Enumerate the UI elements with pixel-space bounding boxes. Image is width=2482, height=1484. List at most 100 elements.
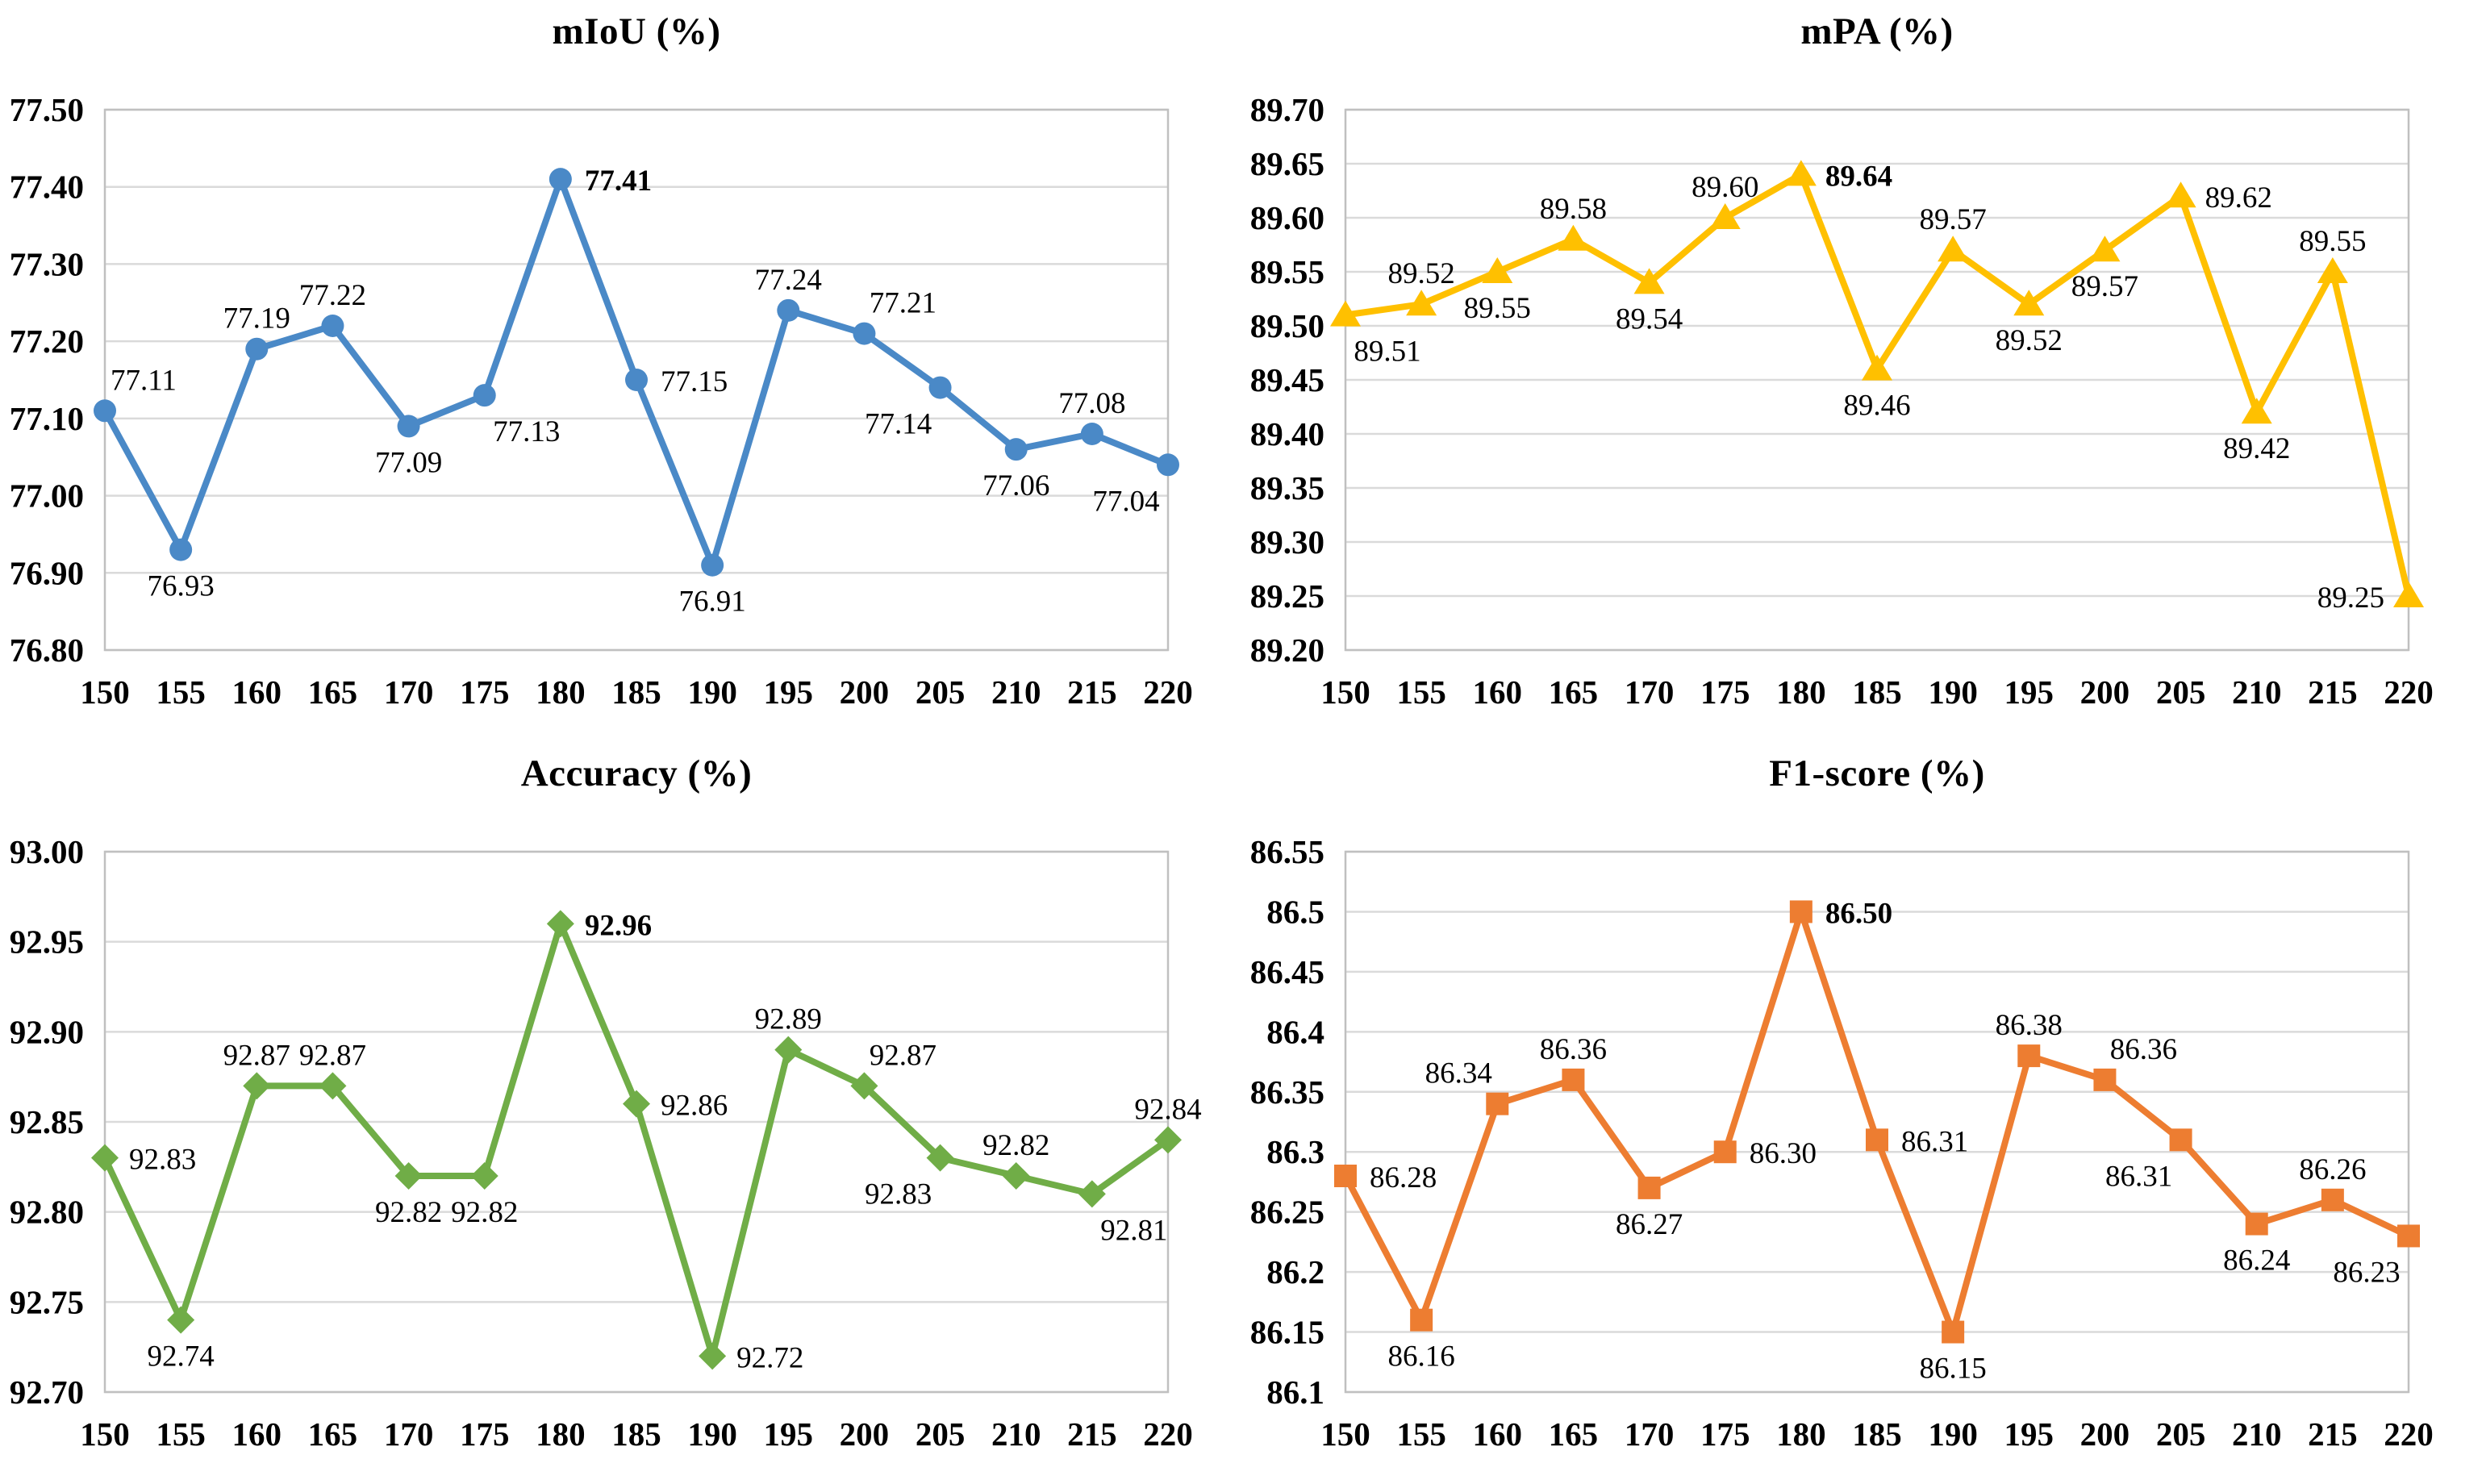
- triangle-marker: [2165, 181, 2196, 208]
- x-tick-label: 180: [1776, 673, 1826, 711]
- triangle-marker: [1862, 354, 1892, 381]
- y-tick-label: 86.45: [1250, 953, 1324, 990]
- x-tick-label: 160: [232, 1415, 282, 1453]
- x-tick-label: 195: [764, 1415, 814, 1453]
- data-point-label: 86.28: [1370, 1161, 1437, 1194]
- x-tick-label: 160: [232, 673, 282, 711]
- circle-marker: [625, 369, 648, 391]
- data-point-label: 77.41: [585, 165, 652, 198]
- chart-f1: F1-score (%) 86.55 86.5 86.45 86.4 86.35 86.3…: [1241, 742, 2482, 1484]
- y-tick-label: 89.50: [1250, 307, 1324, 344]
- y-tick-label: 86.2: [1266, 1253, 1324, 1290]
- y-tick-label: 92.95: [10, 923, 84, 961]
- data-point-label: 89.64: [1825, 160, 1892, 193]
- diamond-marker: [167, 1306, 195, 1334]
- y-tick-label: 86.25: [1250, 1194, 1324, 1231]
- x-tick-label: 200: [2080, 673, 2130, 711]
- x-tick-label: 150: [80, 673, 130, 711]
- data-point-label: 92.74: [148, 1340, 215, 1374]
- y-tick-label: 92.90: [10, 1013, 84, 1050]
- x-tick-label: 205: [2156, 673, 2206, 711]
- series-line: [1342, 171, 2412, 599]
- circle-marker: [169, 538, 193, 561]
- data-point-label: 92.84: [1134, 1093, 1201, 1126]
- chart-title-accuracy: Accuracy (%): [520, 752, 753, 794]
- diamond-marker: [850, 1072, 878, 1100]
- y-tick-label: 77.20: [10, 323, 84, 360]
- square-marker: [2169, 1128, 2192, 1152]
- x-tick-label: 180: [536, 673, 586, 711]
- x-tick-label: 155: [156, 1415, 206, 1453]
- x-tick-label: 150: [1320, 1415, 1370, 1453]
- circle-marker: [245, 337, 269, 361]
- diamond-marker: [1078, 1180, 1106, 1208]
- diamond-marker: [243, 1072, 271, 1100]
- data-point-label: 77.06: [982, 469, 1049, 502]
- data-point-label: 86.23: [2333, 1256, 2400, 1289]
- x-tick-label: 190: [687, 1415, 737, 1453]
- data-point-label: 76.93: [148, 570, 215, 603]
- mpa-line-plot: 89.70 89.65 89.60 89.55 89.50 89.45 89.40 89.35…: [1250, 91, 2434, 711]
- y-tick-label: 86.15: [1250, 1314, 1324, 1351]
- chart-title-f1: F1-score (%): [1769, 752, 1985, 794]
- square-marker: [2321, 1188, 2344, 1211]
- square-marker: [2397, 1224, 2420, 1248]
- square-marker: [1486, 1092, 1509, 1115]
- x-tick-label: 180: [1776, 1415, 1826, 1453]
- data-point-label: 92.87: [870, 1039, 936, 1072]
- data-point-label: 86.26: [2299, 1153, 2366, 1186]
- diamond-marker: [699, 1342, 727, 1370]
- data-point-label: 92.72: [736, 1341, 803, 1374]
- square-marker: [1410, 1308, 1433, 1332]
- x-tick-label: 175: [460, 673, 510, 711]
- square-marker: [2093, 1068, 2117, 1091]
- data-point-label: 86.24: [2223, 1244, 2290, 1278]
- chart-title-mpa: mPA (%): [1800, 10, 1954, 52]
- data-point-label: 86.36: [2110, 1033, 2177, 1066]
- data-point-label: 86.15: [1920, 1353, 1987, 1386]
- data-point-label: 86.34: [1425, 1057, 1492, 1090]
- data-point-label: 77.22: [299, 279, 366, 312]
- y-tick-label: 77.10: [10, 400, 84, 437]
- y-tick-label: 92.85: [10, 1103, 84, 1140]
- x-tick-label: 210: [991, 673, 1041, 711]
- diamond-marker: [926, 1144, 954, 1172]
- data-point-label: 92.81: [1100, 1214, 1167, 1247]
- data-point-label: 89.60: [1692, 171, 1758, 204]
- x-tick-label: 220: [2384, 1415, 2434, 1453]
- data-point-label: 86.38: [1996, 1009, 2063, 1042]
- data-point-label: 89.54: [1616, 302, 1683, 336]
- y-tick-label: 76.80: [10, 632, 84, 669]
- diamond-marker: [470, 1162, 498, 1190]
- x-tick-label: 170: [1625, 673, 1675, 711]
- data-point-label: 89.55: [2299, 225, 2366, 258]
- square-marker: [1942, 1320, 1965, 1344]
- x-tick-label: 165: [308, 1415, 358, 1453]
- triangle-marker: [2317, 257, 2348, 283]
- data-point-label: 77.08: [1058, 387, 1125, 420]
- x-tick-label: 190: [687, 673, 737, 711]
- data-point-label: 89.57: [2071, 270, 2138, 303]
- x-tick-label: 175: [1700, 673, 1750, 711]
- x-tick-label: 195: [2004, 673, 2054, 711]
- data-point-label: 86.30: [1750, 1137, 1817, 1170]
- data-point-label: 92.96: [585, 909, 652, 942]
- square-marker: [1789, 900, 1812, 923]
- square-marker: [1334, 1165, 1357, 1187]
- miou-line-plot: 77.50 77.40 77.30 77.20 77.10 77.00 76.90 76.80…: [10, 91, 1193, 711]
- x-tick-label: 220: [1143, 673, 1193, 711]
- plot-border: [1344, 108, 2410, 652]
- circle-marker: [777, 298, 800, 322]
- data-point-label: 77.13: [493, 415, 560, 448]
- data-point-label: 89.62: [2205, 181, 2272, 215]
- y-tick-label: 89.60: [1250, 199, 1324, 236]
- diamond-marker: [319, 1072, 347, 1100]
- data-point-label: 86.27: [1616, 1208, 1683, 1241]
- circle-marker: [397, 415, 420, 438]
- data-point-label: 89.42: [2223, 432, 2290, 465]
- data-point-label: 89.51: [1354, 336, 1420, 369]
- y-tick-label: 89.35: [1250, 469, 1324, 506]
- x-tick-label: 180: [536, 1415, 586, 1453]
- x-tick-label: 195: [764, 673, 814, 711]
